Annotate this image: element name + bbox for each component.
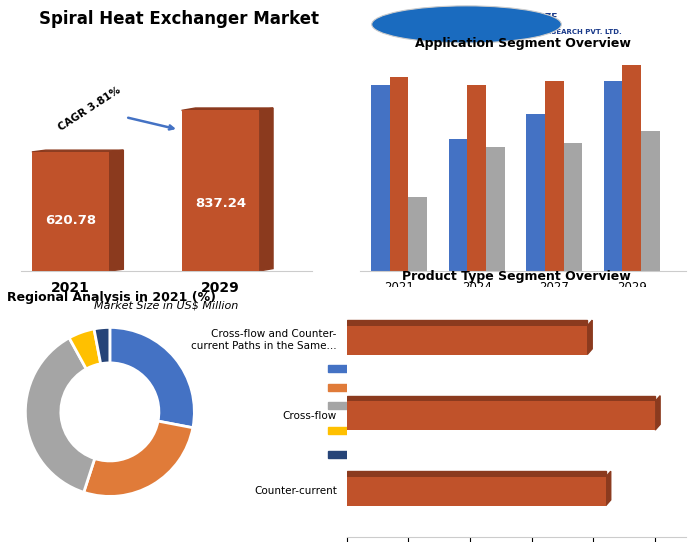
Wedge shape <box>69 329 100 369</box>
Legend: North America, Europe, Asia Pacific, Middle East &
Africa, South America: North America, Europe, Asia Pacific, Mid… <box>324 360 433 464</box>
X-axis label: Market Size in US$ Million: Market Size in US$ Million <box>94 300 238 310</box>
Bar <box>182 111 259 271</box>
Bar <box>604 81 622 271</box>
Text: 620.78: 620.78 <box>45 215 96 228</box>
Polygon shape <box>587 320 593 354</box>
Text: 837.24: 837.24 <box>195 197 246 210</box>
Title: Application Segment Overview: Application Segment Overview <box>415 37 631 50</box>
Polygon shape <box>182 108 273 111</box>
Bar <box>622 64 641 271</box>
Bar <box>545 81 563 271</box>
Polygon shape <box>655 396 660 430</box>
Legend: Chemical Industry, Food Industry, Others: Chemical Industry, Food Industry, Others <box>376 320 670 336</box>
Bar <box>449 139 467 271</box>
Bar <box>371 85 390 271</box>
Bar <box>408 197 427 271</box>
Bar <box>346 326 587 354</box>
Bar <box>526 114 545 271</box>
Polygon shape <box>606 471 611 506</box>
Text: MARKET RESEARCH PVT. LTD.: MARKET RESEARCH PVT. LTD. <box>507 29 622 35</box>
Polygon shape <box>259 108 273 271</box>
Text: CAGR 3.81%: CAGR 3.81% <box>57 85 173 132</box>
Bar <box>390 77 408 271</box>
Text: Regional Analysis in 2021 (%): Regional Analysis in 2021 (%) <box>7 291 216 304</box>
Bar <box>467 85 486 271</box>
Bar <box>346 401 655 430</box>
Wedge shape <box>26 338 95 492</box>
Circle shape <box>371 6 561 43</box>
Polygon shape <box>346 396 655 401</box>
Polygon shape <box>346 320 587 326</box>
Bar <box>641 131 660 271</box>
Bar <box>32 152 109 271</box>
Polygon shape <box>346 471 606 477</box>
Title: Product Type Segment Overview: Product Type Segment Overview <box>402 270 631 283</box>
Text: Spiral Heat Exchanger Market: Spiral Heat Exchanger Market <box>39 10 319 28</box>
Wedge shape <box>94 327 110 364</box>
Wedge shape <box>110 327 194 428</box>
Text: MAXIMIZE: MAXIMIZE <box>507 12 558 22</box>
Polygon shape <box>109 150 123 271</box>
Bar <box>563 143 582 271</box>
Bar <box>346 477 606 506</box>
Polygon shape <box>32 150 123 152</box>
Wedge shape <box>84 421 193 496</box>
Bar <box>486 147 505 271</box>
